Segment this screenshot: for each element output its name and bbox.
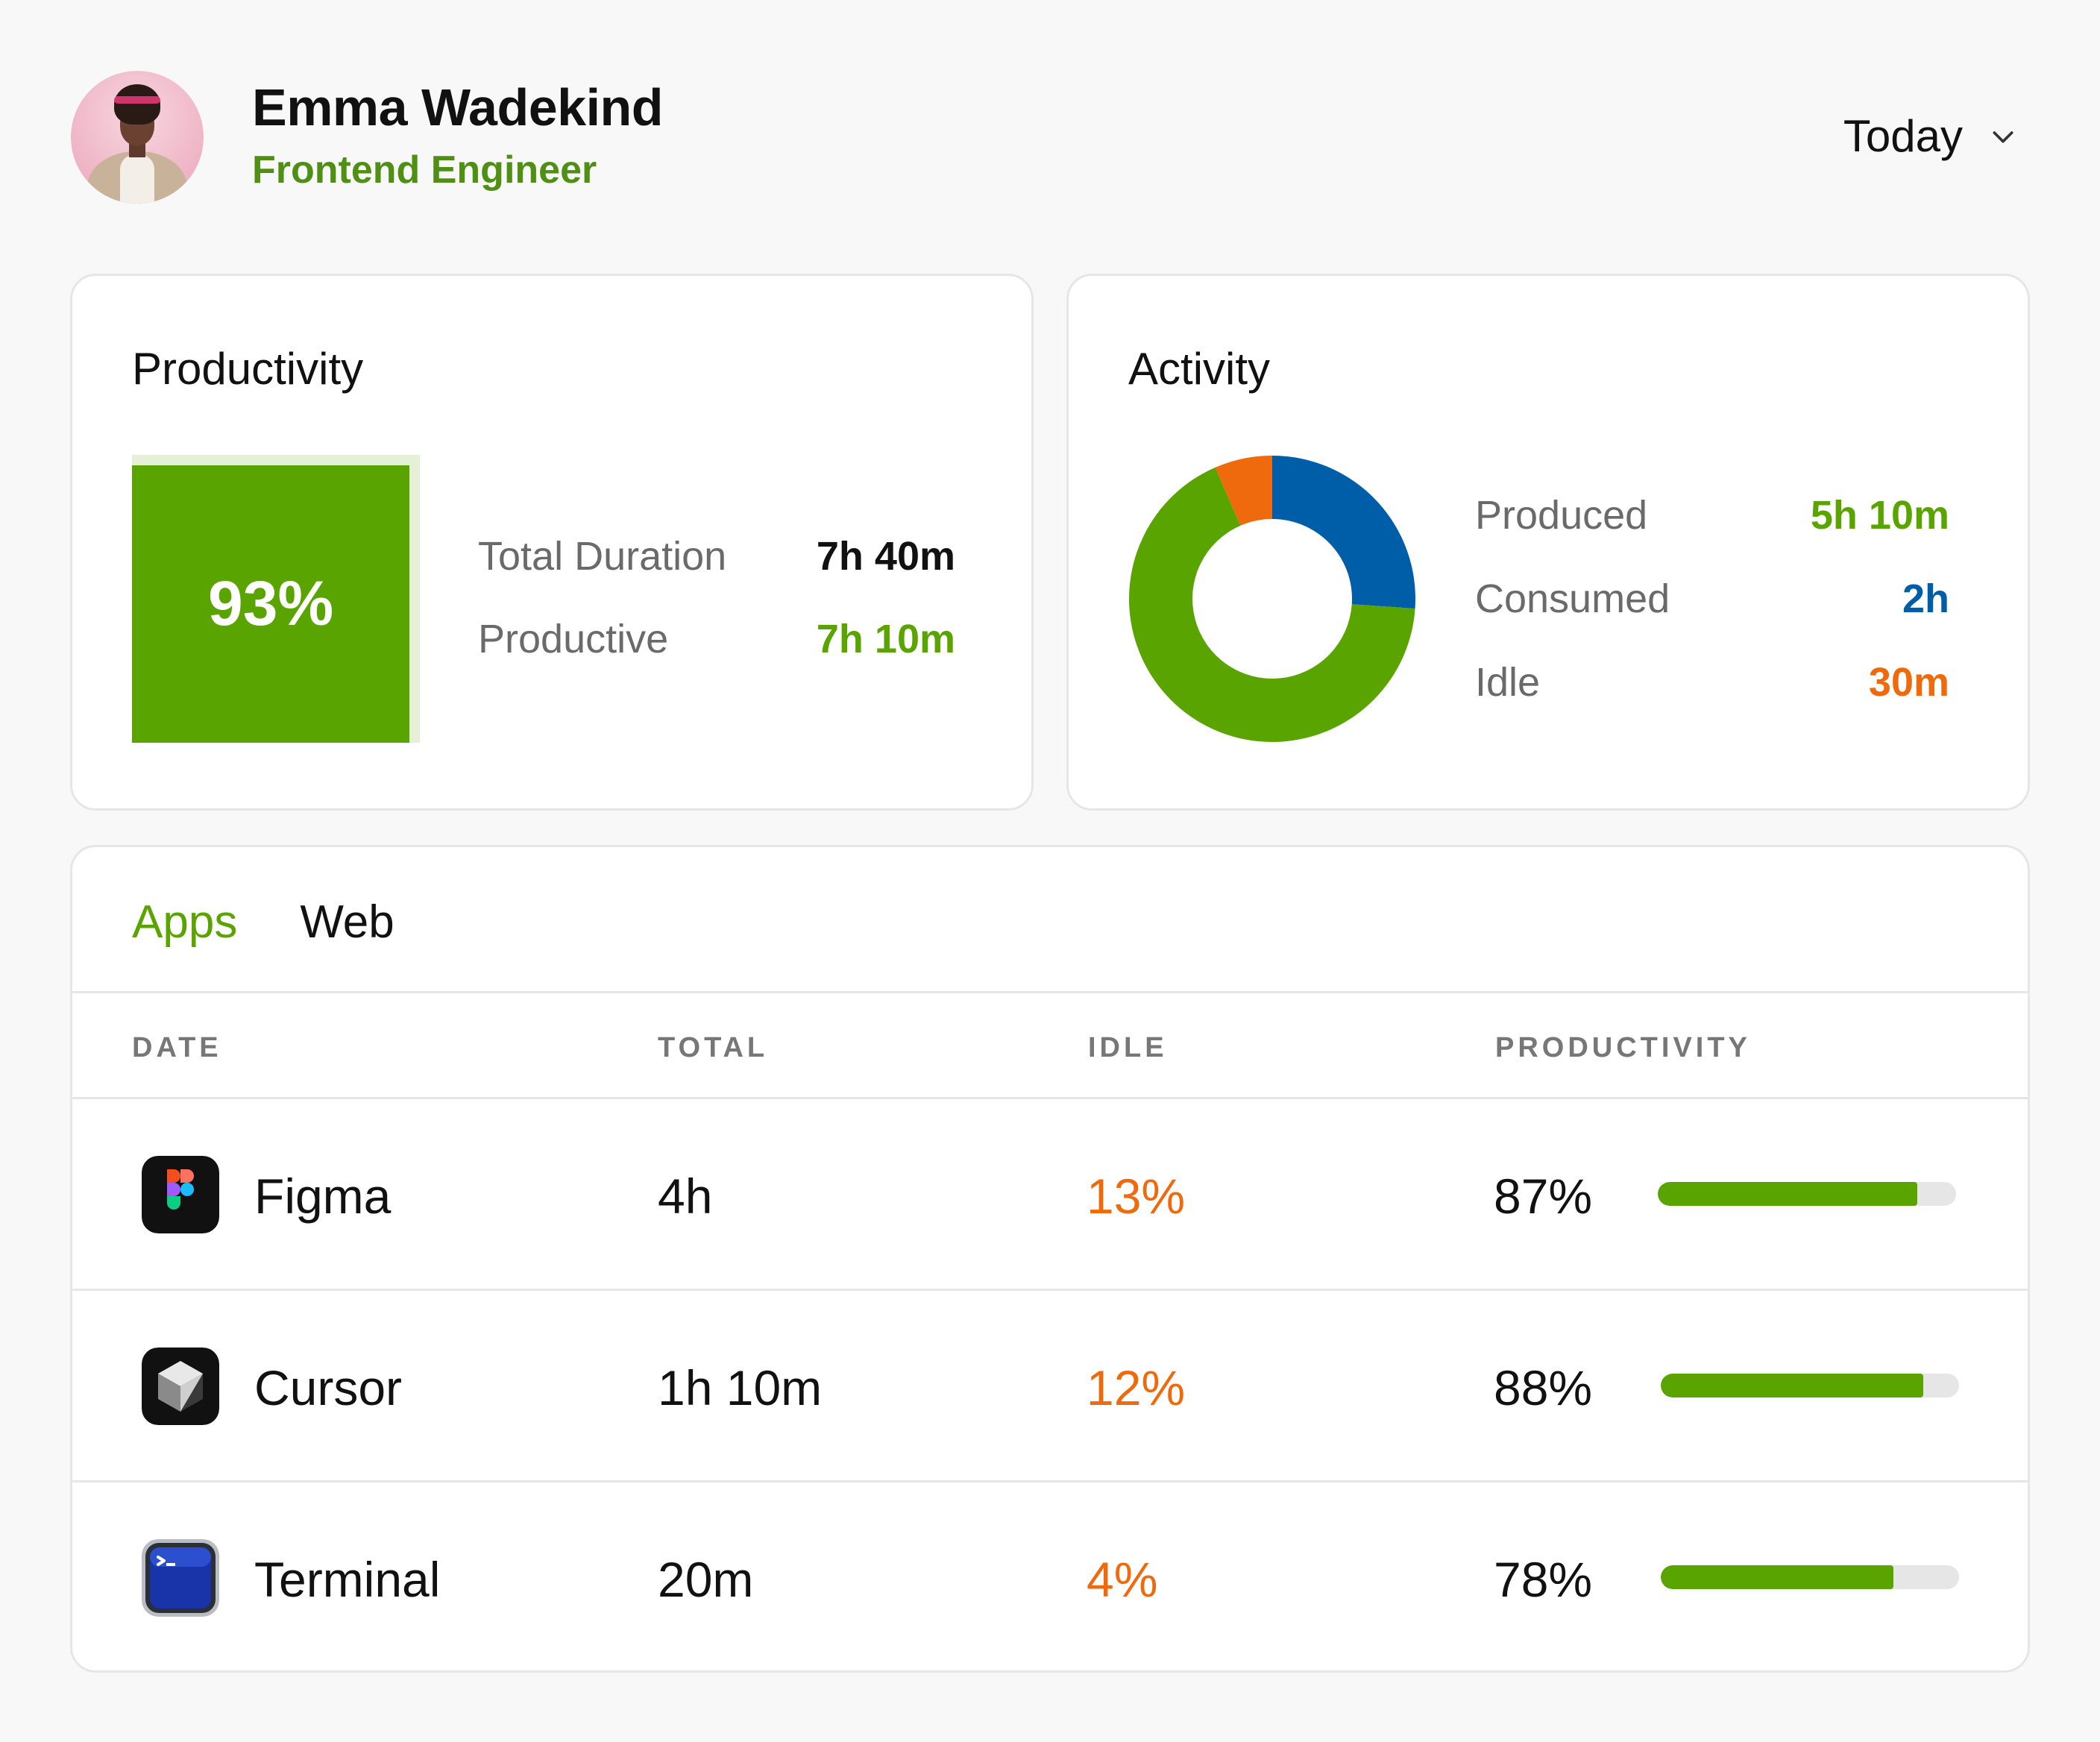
divider	[72, 1097, 2028, 1099]
divider	[72, 1289, 2028, 1291]
app-idle: 4%	[1087, 1552, 1158, 1607]
activity-card: Activity Produced 5h 10m Consumed 2h Idl…	[1066, 274, 2030, 811]
legend-produced: Produced 5h 10m	[1475, 492, 1949, 538]
productivity-bar	[1658, 1182, 1956, 1206]
column-header-total: TOTAL	[658, 1032, 769, 1063]
app-name: Cursor	[254, 1360, 403, 1415]
activity-donut-chart	[1129, 456, 1415, 742]
divider	[72, 1480, 2028, 1482]
activity-title: Activity	[1128, 344, 1271, 394]
tab-web[interactable]: Web	[300, 896, 394, 948]
legend-idle: Idle 30m	[1475, 659, 1949, 705]
donut-slice-consumed	[1272, 456, 1415, 609]
chevron-down-icon	[1993, 131, 2013, 142]
app-name: Figma	[254, 1169, 392, 1224]
app-productivity: 87%	[1494, 1169, 1593, 1224]
column-header-idle: IDLE	[1088, 1032, 1168, 1063]
legend-value: 30m	[1868, 660, 1949, 705]
productivity-bar	[1661, 1565, 1959, 1589]
productivity-title: Productivity	[132, 344, 364, 394]
stat-productive: Productive 7h 10m	[478, 616, 955, 662]
period-label: Today	[1843, 111, 1963, 161]
table-row[interactable]: Cursor 1h 10m 12% 88%	[72, 1291, 2028, 1482]
productivity-score-box: 93%	[132, 455, 420, 743]
productivity-score-fill: 93%	[132, 465, 410, 743]
user-name: Emma Wadekind	[252, 78, 664, 136]
divider	[72, 991, 2028, 993]
productivity-bar-fill	[1658, 1182, 1917, 1206]
stat-value: 7h 10m	[816, 617, 955, 661]
productivity-bar	[1661, 1374, 1959, 1397]
usage-table-card: Apps Web DATE TOTAL IDLE PRODUCTIVITY Fi…	[70, 845, 2030, 1673]
figma-icon	[142, 1156, 219, 1233]
terminal-icon	[142, 1539, 219, 1617]
app-idle: 13%	[1087, 1169, 1186, 1224]
app-productivity: 78%	[1494, 1552, 1593, 1607]
stat-value: 7h 40m	[816, 534, 955, 579]
legend-label: Consumed	[1475, 576, 1670, 621]
donut-slice-idle	[1215, 456, 1272, 526]
stat-label: Productive	[478, 617, 669, 661]
stat-label: Total Duration	[478, 534, 727, 579]
legend-consumed: Consumed 2h	[1475, 576, 1949, 622]
period-dropdown[interactable]: Today	[1843, 110, 2018, 162]
legend-value: 5h 10m	[1810, 493, 1949, 538]
productivity-bar-fill	[1661, 1565, 1893, 1589]
tab-apps[interactable]: Apps	[132, 896, 238, 948]
app-name: Terminal	[254, 1552, 441, 1607]
donut-slice-produced	[1129, 467, 1415, 742]
legend-value: 2h	[1902, 576, 1949, 621]
productivity-bar-fill	[1661, 1374, 1923, 1397]
legend-label: Produced	[1475, 493, 1648, 538]
app-total: 20m	[658, 1552, 754, 1607]
column-header-date: DATE	[132, 1032, 222, 1063]
table-row[interactable]: Figma 4h 13% 87%	[72, 1099, 2028, 1291]
avatar	[71, 71, 204, 204]
productivity-score: 93%	[208, 568, 334, 639]
user-role: Frontend Engineer	[252, 148, 597, 192]
app-total: 1h 10m	[658, 1360, 823, 1415]
legend-label: Idle	[1475, 660, 1541, 705]
app-total: 4h	[658, 1169, 713, 1224]
cursor-icon	[142, 1348, 219, 1425]
stat-total-duration: Total Duration 7h 40m	[478, 533, 955, 579]
app-productivity: 88%	[1494, 1360, 1593, 1415]
tabs: Apps Web	[132, 896, 394, 949]
productivity-card: Productivity 93% Total Duration 7h 40m P…	[70, 274, 1034, 811]
app-idle: 12%	[1087, 1360, 1186, 1415]
table-row[interactable]: Terminal 20m 4% 78%	[72, 1482, 2028, 1670]
column-header-productivity: PRODUCTIVITY	[1495, 1032, 1751, 1063]
